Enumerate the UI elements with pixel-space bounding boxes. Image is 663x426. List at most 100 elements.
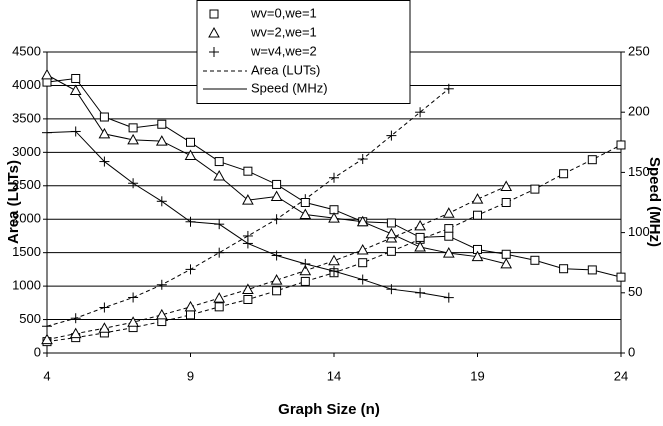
y2-tick-label: 50 <box>628 284 642 299</box>
legend-label: Area (LUTs) <box>251 62 320 77</box>
plus-marker <box>70 313 81 324</box>
square-marker <box>415 232 425 242</box>
x-tick-label: 24 <box>614 368 628 383</box>
triangle-marker <box>127 133 139 145</box>
plus-marker <box>185 264 196 275</box>
plus-marker <box>42 321 52 332</box>
square-marker <box>559 169 569 179</box>
square-marker <box>386 246 396 256</box>
triangle-marker <box>270 190 283 201</box>
plus-marker <box>329 266 339 277</box>
square-marker <box>530 184 540 194</box>
triangle-marker <box>500 180 513 191</box>
y2-axis-title: Speed (MHz) <box>646 157 663 247</box>
plus-marker <box>156 196 167 207</box>
plus-marker <box>185 216 196 227</box>
triangle-marker <box>328 212 340 223</box>
triangle-marker <box>208 26 220 38</box>
triangle-marker <box>299 264 312 276</box>
triangle-marker <box>328 254 340 266</box>
plus-marker <box>70 126 81 137</box>
square-marker <box>186 137 195 147</box>
triangle-marker <box>500 257 513 269</box>
triangle-marker <box>356 243 369 255</box>
square-marker <box>386 218 396 228</box>
square-marker <box>243 294 253 304</box>
square-marker <box>186 310 195 320</box>
triangle-marker <box>69 84 82 96</box>
square-marker <box>501 198 511 207</box>
triangle-marker <box>69 327 82 339</box>
triangle-marker <box>98 322 111 333</box>
square-marker <box>272 286 282 296</box>
plus-marker <box>300 258 311 269</box>
plus-marker <box>214 219 225 230</box>
triangle-marker <box>213 169 226 181</box>
square-marker <box>71 73 81 83</box>
plus-marker <box>128 292 139 303</box>
triangle-marker <box>299 208 312 220</box>
y-tick-label: 4000 <box>12 77 41 92</box>
x-axis-title: Graph Size (n) <box>278 401 380 418</box>
fit-line <box>46 88 450 327</box>
x-tick-label: 9 <box>187 368 194 383</box>
plus-marker <box>156 279 167 290</box>
square-marker <box>272 179 282 189</box>
square-marker <box>587 265 597 275</box>
y-tick-label: 2500 <box>12 177 41 192</box>
fit-line <box>46 130 449 299</box>
plus-marker <box>271 214 282 225</box>
square-marker <box>157 119 167 129</box>
plus-marker <box>209 47 219 57</box>
square-marker <box>243 166 253 176</box>
triangle-marker <box>98 127 111 139</box>
y2-tick-label: 0 <box>628 344 635 359</box>
x-tick-label: 4 <box>43 368 50 383</box>
triangle-marker <box>385 227 398 239</box>
y2-tick-label: 200 <box>628 104 650 119</box>
y-tick-label: 3500 <box>12 110 41 125</box>
plus-marker <box>443 83 454 94</box>
square-marker <box>616 140 626 150</box>
triangle-marker <box>41 68 53 80</box>
plus-marker <box>128 178 139 189</box>
plus-marker <box>357 274 368 285</box>
y-axis-title: Area (LUTs) <box>5 160 22 244</box>
plus-marker <box>242 238 253 249</box>
plus-marker <box>329 172 339 183</box>
square-marker <box>214 157 224 167</box>
square-marker <box>214 302 224 312</box>
legend-box <box>196 0 411 104</box>
triangle-marker <box>242 283 254 294</box>
plus-marker <box>99 302 110 313</box>
triangle-marker <box>184 300 197 312</box>
y-tick-label: 3000 <box>12 144 41 159</box>
x-tick-label: 19 <box>470 368 484 383</box>
triangle-marker <box>184 149 197 161</box>
legend-label: wv=2,we=1 <box>250 24 317 39</box>
plus-marker <box>386 284 397 295</box>
legend-label: wv=0,we=1 <box>250 5 317 20</box>
square-marker <box>300 198 310 207</box>
square-marker <box>444 231 454 241</box>
legend-label: Speed (MHz) <box>251 80 328 95</box>
y-tick-label: 0 <box>34 344 41 359</box>
y-tick-label: 1500 <box>12 244 41 259</box>
y-tick-label: 500 <box>19 311 41 326</box>
y-tick-label: 1000 <box>12 278 41 293</box>
square-marker <box>99 112 109 122</box>
triangle-marker <box>442 247 455 258</box>
plus-marker <box>271 250 282 261</box>
plus-marker <box>99 156 110 167</box>
legend-label: w=v4,we=2 <box>250 43 317 58</box>
triangle-marker <box>242 194 254 205</box>
fit-line <box>46 185 507 341</box>
square-marker <box>300 276 310 286</box>
y-tick-label: 4500 <box>12 43 41 58</box>
x-tick-label: 14 <box>327 368 341 383</box>
square-marker <box>530 255 540 265</box>
y2-tick-label: 250 <box>628 43 650 58</box>
square-marker <box>587 155 597 165</box>
triangle-marker <box>270 274 283 285</box>
